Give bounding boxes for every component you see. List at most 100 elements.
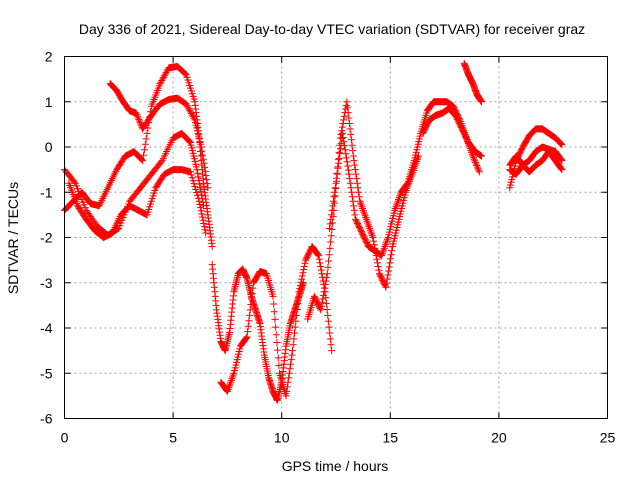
data-point	[325, 224, 333, 232]
data-point	[332, 179, 340, 187]
data-point	[324, 263, 332, 271]
data-point	[98, 196, 106, 204]
data-point	[272, 331, 280, 339]
data-point	[247, 300, 255, 308]
data-point	[296, 281, 304, 289]
data-point	[133, 111, 141, 119]
data-point	[349, 147, 357, 155]
data-point	[97, 198, 105, 206]
data-point	[141, 140, 149, 148]
data-point	[288, 351, 296, 359]
data-point	[383, 235, 391, 243]
data-point	[156, 80, 164, 88]
data-point	[335, 148, 343, 156]
data-point	[340, 112, 348, 120]
data-point	[157, 78, 165, 86]
data-point	[364, 221, 372, 229]
data-point	[338, 123, 346, 131]
data-point	[313, 250, 321, 258]
data-point	[355, 193, 363, 201]
data-point	[324, 317, 332, 325]
data-point	[224, 386, 232, 394]
data-point	[197, 187, 205, 195]
data-point	[193, 188, 201, 196]
data-point	[323, 305, 331, 313]
data-point	[386, 259, 394, 267]
data-point	[370, 237, 378, 245]
data-point	[326, 329, 334, 337]
data-point	[382, 241, 390, 249]
data-point	[198, 213, 206, 221]
data-point	[319, 295, 327, 303]
data-point	[189, 177, 197, 185]
data-point	[354, 184, 362, 192]
data-point	[388, 247, 396, 255]
data-point	[103, 186, 111, 194]
data-point	[159, 75, 167, 83]
data-point	[330, 193, 338, 201]
data-point	[334, 164, 342, 172]
data-point	[294, 300, 302, 308]
data-point	[140, 146, 148, 154]
data-point	[289, 341, 297, 349]
data-point	[373, 255, 381, 263]
data-point	[201, 163, 209, 171]
series-track-7	[304, 98, 423, 323]
data-point	[326, 220, 334, 228]
data-point	[363, 217, 371, 225]
data-point	[200, 219, 208, 227]
data-points	[61, 59, 566, 404]
data-point	[296, 285, 304, 293]
data-point	[104, 184, 112, 192]
data-point	[471, 158, 479, 166]
data-point	[348, 193, 356, 201]
data-point	[469, 154, 477, 162]
data-point	[198, 147, 206, 155]
data-point	[558, 157, 566, 165]
data-point	[135, 117, 143, 125]
data-point	[375, 266, 383, 274]
data-point	[186, 108, 194, 116]
data-point	[319, 291, 327, 299]
data-point	[325, 323, 333, 331]
data-point	[202, 172, 210, 180]
data-point	[349, 197, 357, 205]
data-point	[161, 70, 169, 78]
y-tick-label: -1	[40, 184, 53, 200]
data-point	[378, 252, 386, 260]
data-point	[140, 151, 148, 159]
data-point	[329, 202, 337, 210]
data-point	[395, 195, 403, 203]
data-point	[327, 238, 335, 246]
data-point	[274, 354, 282, 362]
data-point	[185, 137, 193, 145]
data-point	[351, 161, 359, 169]
data-point	[317, 266, 325, 274]
data-point	[326, 335, 334, 343]
data-point	[380, 244, 388, 252]
data-point	[393, 199, 401, 207]
data-point	[295, 288, 303, 296]
data-point	[391, 206, 399, 214]
data-point	[364, 219, 372, 227]
data-point	[557, 164, 565, 172]
data-point	[114, 216, 122, 224]
data-point	[356, 197, 364, 205]
data-point	[357, 199, 365, 207]
data-point	[368, 232, 376, 240]
data-point	[353, 175, 361, 183]
data-point	[271, 315, 279, 323]
data-point	[362, 214, 370, 222]
data-point	[344, 162, 352, 170]
data-point	[475, 166, 483, 174]
data-point	[374, 262, 382, 270]
data-point	[196, 200, 204, 208]
data-point	[208, 243, 216, 251]
data-point	[342, 154, 350, 162]
data-point	[183, 102, 191, 110]
data-point	[272, 323, 280, 331]
data-point	[275, 362, 283, 370]
data-point	[469, 152, 477, 160]
data-point	[347, 130, 355, 138]
y-tick-label: -6	[40, 411, 53, 427]
